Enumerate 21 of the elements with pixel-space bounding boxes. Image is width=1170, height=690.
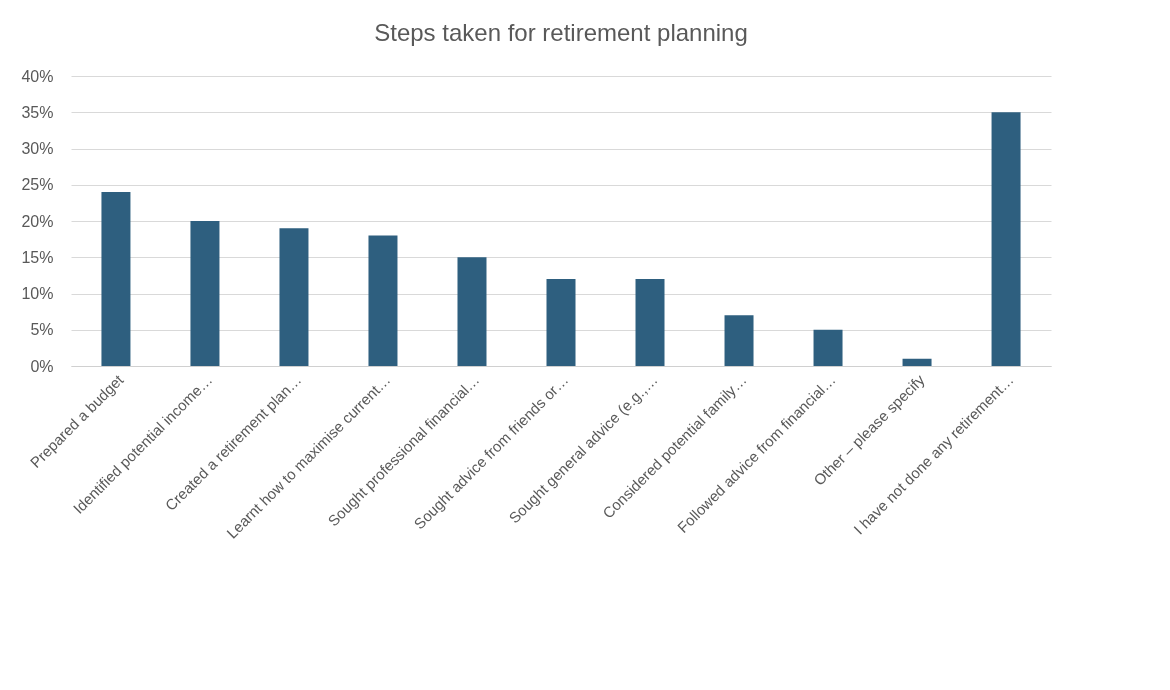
- chart-title: Steps taken for retirement planning: [374, 19, 748, 46]
- bar: [546, 279, 576, 366]
- y-tick-label: 30%: [21, 140, 54, 157]
- bar: [190, 221, 220, 366]
- y-tick-label: 10%: [21, 285, 54, 302]
- bar: [368, 235, 398, 366]
- bar: [991, 112, 1021, 366]
- y-tick-label: 20%: [21, 212, 54, 230]
- bar: [635, 279, 665, 366]
- bar: [813, 329, 843, 366]
- bar: [457, 257, 487, 366]
- bar: [724, 315, 754, 366]
- y-tick-label: 15%: [21, 248, 54, 266]
- y-tick-label: 35%: [21, 103, 54, 121]
- bar: [101, 192, 131, 366]
- y-tick-label: 0%: [30, 357, 54, 375]
- bar: [279, 228, 309, 366]
- y-tick-label: 40%: [21, 67, 54, 85]
- y-tick-label: 5%: [30, 321, 54, 339]
- y-tick-label: 25%: [21, 176, 54, 194]
- bar: [902, 358, 932, 366]
